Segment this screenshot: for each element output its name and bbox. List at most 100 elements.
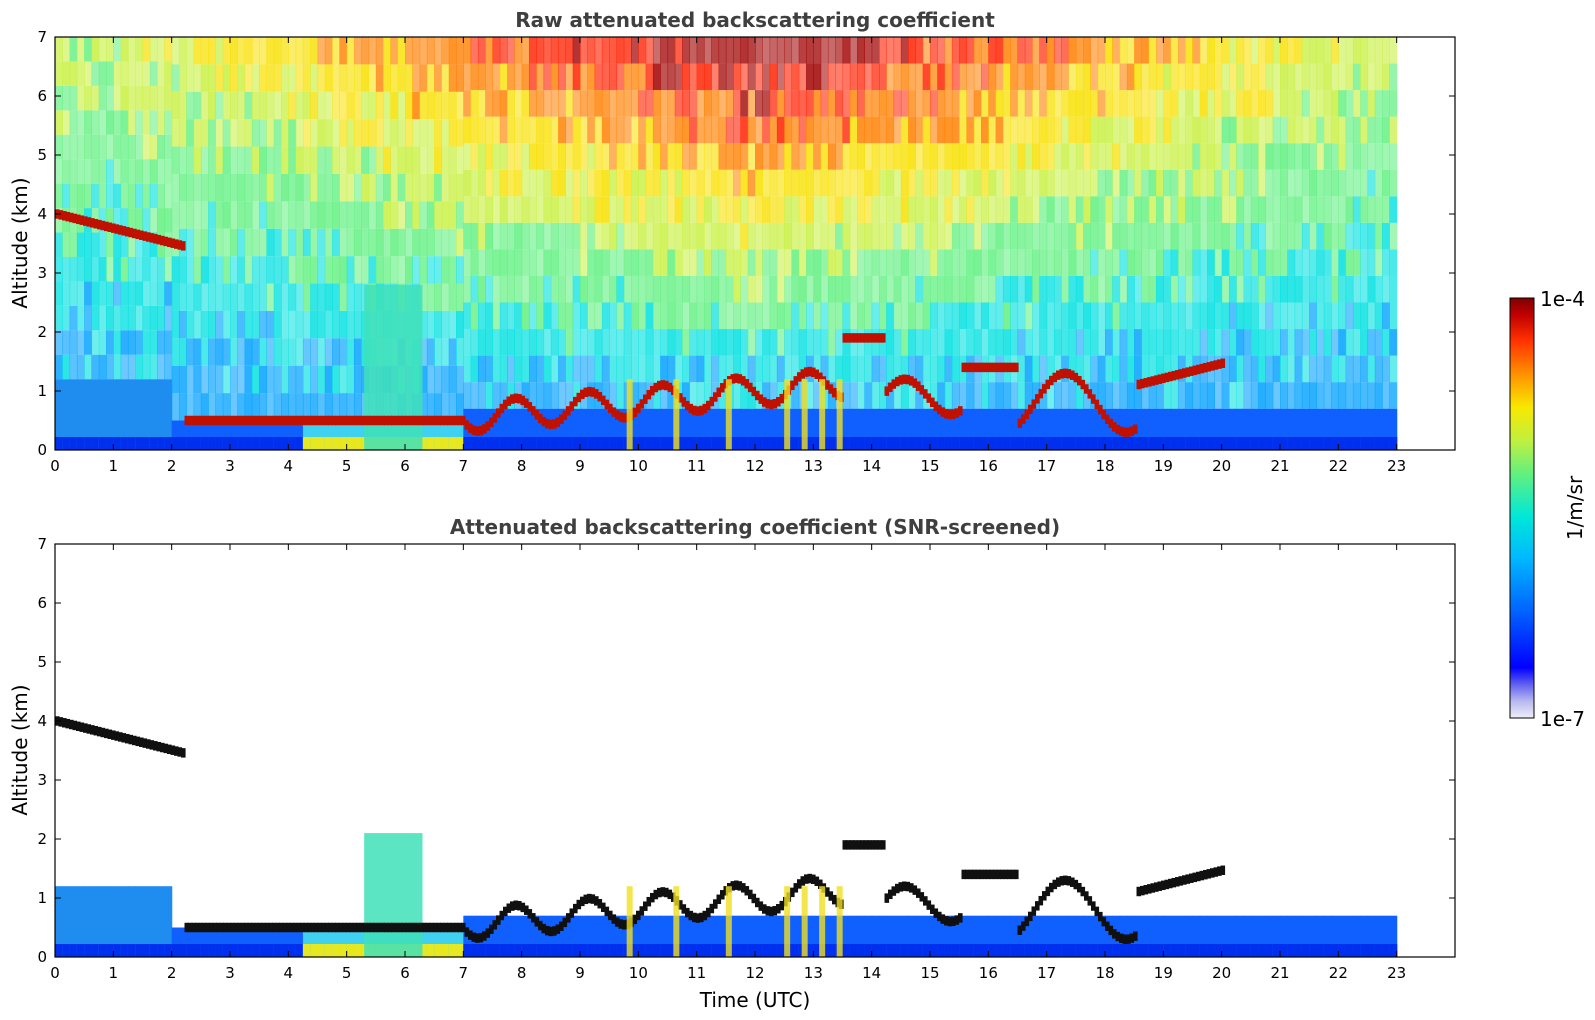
noise-cell	[142, 208, 151, 233]
noise-cell	[1323, 196, 1332, 223]
cloud-return	[1189, 366, 1194, 376]
noise-cell	[733, 222, 742, 250]
boundary-layer-cell	[755, 915, 763, 957]
boundary-layer-cell	[113, 886, 122, 957]
noise-cell	[157, 354, 165, 380]
surface-layer-cell	[572, 437, 581, 450]
noise-cell	[645, 116, 654, 144]
cloud-return	[307, 415, 312, 426]
cloud-return	[356, 922, 361, 933]
noise-cell	[1177, 116, 1186, 144]
cloud-return	[335, 922, 340, 933]
noise-cell	[631, 143, 639, 170]
noise-cell	[113, 183, 122, 209]
noise-cell	[98, 232, 107, 257]
noise-cell	[1148, 169, 1157, 197]
noise-cell	[813, 249, 822, 276]
noise-cell	[1119, 329, 1128, 356]
noise-cell	[1192, 90, 1201, 117]
noise-cell	[55, 232, 63, 257]
noise-cell	[1024, 196, 1033, 223]
noise-cell	[1112, 196, 1121, 223]
cloud-return	[65, 718, 71, 729]
noise-cell	[1207, 169, 1215, 197]
noise-cell	[1192, 249, 1201, 276]
surface-layer-cell	[1105, 437, 1113, 450]
noise-cell	[652, 302, 661, 330]
noise-cell	[149, 256, 158, 282]
surface-layer-cell	[1207, 944, 1215, 957]
noise-cell	[332, 64, 340, 92]
surface-layer-cell	[1075, 437, 1084, 450]
noise-cell	[1243, 302, 1252, 330]
surface-layer-cell	[1002, 944, 1011, 957]
noise-cell	[572, 249, 581, 276]
noise-cell	[310, 91, 319, 120]
noise-cell	[215, 283, 224, 311]
cloud-return	[324, 415, 330, 426]
noise-cell	[558, 143, 567, 170]
noise-cell	[135, 183, 144, 209]
surface-layer-cell	[106, 944, 114, 957]
noise-cell	[813, 169, 822, 197]
noise-cell	[361, 201, 370, 229]
cloud-return	[930, 397, 935, 408]
noise-cell	[426, 146, 435, 174]
noise-cell	[536, 222, 545, 250]
noise-cell	[507, 63, 515, 91]
noise-cell	[528, 169, 537, 197]
cloud-return	[580, 896, 585, 907]
noise-cell	[1389, 382, 1398, 409]
cloud-return	[947, 916, 953, 927]
noise-cell	[514, 355, 523, 383]
noise-cell	[1287, 275, 1296, 303]
noise-cell	[1265, 382, 1274, 409]
cloud-return	[475, 426, 480, 436]
noise-cell	[259, 173, 268, 202]
cloud-return	[538, 920, 543, 931]
boundary-layer-cell	[667, 408, 676, 450]
surface-layer-cell	[944, 944, 953, 957]
noise-cell	[1214, 302, 1223, 330]
surface-layer-cell	[1228, 437, 1237, 450]
noise-cell	[251, 228, 260, 257]
noise-cell	[740, 275, 749, 303]
noise-cell	[1046, 37, 1055, 64]
noise-cell	[1294, 275, 1303, 303]
boundary-layer-cell	[1374, 408, 1383, 450]
noise-cell	[149, 354, 158, 380]
noise-cell	[718, 116, 727, 144]
surface-layer-cell	[1053, 437, 1062, 450]
noise-cell	[127, 37, 136, 62]
boundary-layer-cell	[266, 927, 275, 957]
noise-cell	[456, 393, 464, 421]
noise-cell	[1002, 90, 1011, 117]
convective-column	[626, 379, 633, 450]
noise-cell	[441, 119, 450, 147]
noise-cell	[1214, 249, 1223, 276]
noise-cell	[871, 63, 880, 91]
noise-cell	[1170, 249, 1179, 276]
noise-cell	[353, 228, 362, 257]
noise-cell	[1323, 169, 1332, 197]
cloud-return	[387, 415, 393, 426]
boundary-layer-cell	[171, 927, 180, 957]
noise-cell	[310, 338, 319, 366]
noise-cell	[193, 283, 202, 311]
noise-cell	[696, 302, 705, 330]
noise-cell	[485, 275, 494, 303]
noise-cell	[784, 275, 793, 303]
noise-cell	[820, 329, 829, 356]
surface-layer-cell	[558, 437, 567, 450]
noise-cell	[1148, 382, 1157, 409]
noise-cell	[981, 382, 989, 409]
surface-layer-cell	[1156, 437, 1164, 450]
noise-cell	[120, 330, 129, 355]
noise-cell	[1061, 329, 1070, 356]
noise-cell	[1367, 355, 1376, 383]
surface-layer-cell	[536, 944, 545, 957]
surface-layer-cell	[966, 437, 975, 450]
noise-cell	[69, 61, 78, 86]
noise-cell	[91, 110, 100, 135]
noise-cell	[186, 119, 195, 147]
